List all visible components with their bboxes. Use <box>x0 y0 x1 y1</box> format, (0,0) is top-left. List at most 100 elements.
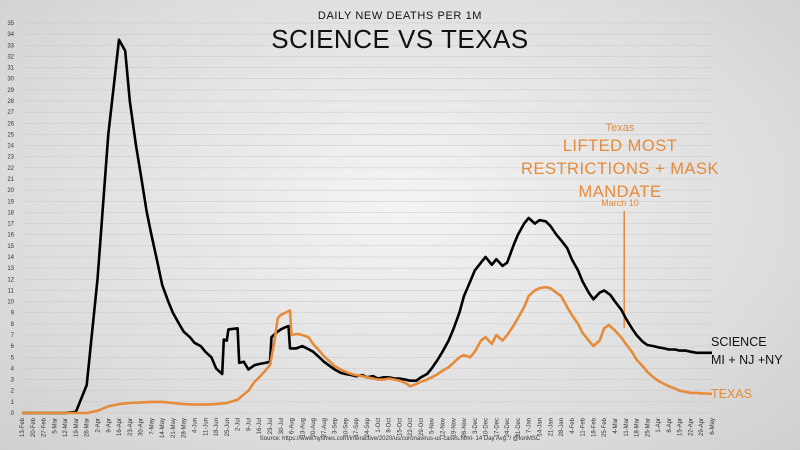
x-tick-label: 16-Apr <box>117 418 123 436</box>
y-tick-label: 32 <box>7 54 14 60</box>
legend-science-states: MI + NJ +NY <box>711 353 783 367</box>
x-tick-label: 9-Jul <box>246 418 252 431</box>
x-tick-label: 4-Mar <box>613 418 619 434</box>
y-tick-label: 35 <box>7 21 14 27</box>
series-lines <box>22 38 713 415</box>
annotation-line-2: RESTRICTIONS + MASK <box>521 160 719 178</box>
x-tick-label: 11-Jun <box>203 418 209 436</box>
x-tick-label: 27-Feb <box>42 417 48 437</box>
y-tick-label: 17 <box>7 222 14 228</box>
annotation-line-3: MANDATE <box>578 183 662 201</box>
annotation-state-label: Texas <box>605 122 635 134</box>
y-tick-label: 5 <box>11 355 15 361</box>
y-tick-label: 28 <box>7 99 14 105</box>
y-tick-label: 2 <box>11 389 15 395</box>
x-tick-label: 4-Jun <box>193 418 199 433</box>
legend-texas: TEXAS <box>711 387 752 401</box>
y-tick-label: 4 <box>11 366 15 372</box>
x-tick-label: 21-Jan <box>548 418 554 436</box>
x-tick-label: 13-Aug <box>300 418 306 437</box>
x-tick-label: 13-Feb <box>20 417 26 437</box>
x-tick-label: 14-Jan <box>538 418 544 436</box>
y-tick-label: 25 <box>7 132 14 138</box>
x-tick-label: 5-Mar <box>52 418 58 434</box>
y-tick-label: 13 <box>7 266 14 272</box>
x-tick-label: 16-Jul <box>257 418 263 434</box>
x-tick-label: 31-Dec <box>516 418 522 437</box>
y-tick-label: 16 <box>7 233 14 239</box>
x-tick-label: 21-May <box>171 418 177 438</box>
x-tick-label: 12-Nov <box>440 418 446 437</box>
x-tick-label: 23-Apr <box>128 418 134 436</box>
x-tick-label: 15-Oct <box>397 418 403 436</box>
x-tick-label: 30-Apr <box>139 418 145 436</box>
x-tick-label: 29-Oct <box>419 418 425 436</box>
y-tick-label: 8 <box>11 322 15 328</box>
annotation-date: March 10 <box>601 198 639 208</box>
x-tick-label: 22-Oct <box>408 418 414 436</box>
x-tick-label: 25-Feb <box>602 417 608 437</box>
x-tick-label: 18-Feb <box>591 417 597 437</box>
x-tick-label: 8-Oct <box>387 418 393 433</box>
x-tick-label: 12-Mar <box>63 418 69 437</box>
y-tick-label: 18 <box>7 210 14 216</box>
x-tick-label: 28-Jan <box>559 418 565 436</box>
y-axis-ticks: 0123456789101112131415161718192021222324… <box>7 21 14 417</box>
y-tick-label: 29 <box>7 88 14 94</box>
x-tick-label: 26-Mar <box>85 418 91 437</box>
x-tick-label: 29-Apr <box>699 418 705 436</box>
y-tick-label: 9 <box>11 311 15 317</box>
chart-title: SCIENCE VS TEXAS <box>271 24 529 54</box>
x-tick-label: 11-Mar <box>624 418 630 437</box>
x-axis-ticks: 13-Feb 20-Feb 27-Feb 5-Mar 12-Mar 19-Mar 26-Ma… <box>20 417 716 438</box>
y-tick-label: 3 <box>11 378 15 384</box>
x-tick-label: 19-Nov <box>451 418 457 437</box>
x-tick-label: 14-May <box>160 418 166 438</box>
y-tick-label: 10 <box>7 300 14 306</box>
y-tick-label: 31 <box>7 66 14 72</box>
y-tick-label: 6 <box>11 344 15 350</box>
x-tick-label: 24-Sep <box>365 417 371 437</box>
x-tick-label: 17-Sep <box>354 417 360 437</box>
x-tick-label: 2-Jul <box>236 418 242 431</box>
y-tick-label: 26 <box>7 121 14 127</box>
source-note: Source: https://www.nytimes.com/interact… <box>259 436 541 442</box>
y-tick-label: 12 <box>7 277 14 283</box>
x-tick-label: 18-Jun <box>214 418 220 436</box>
x-tick-label: 19-Mar <box>74 418 80 437</box>
x-tick-label: 1-Apr <box>656 418 662 433</box>
x-tick-label: 4-Feb <box>570 417 576 433</box>
x-tick-label: 6-May <box>710 418 716 435</box>
x-tick-label: 10-Sep <box>343 417 349 437</box>
x-tick-label: 8-Apr <box>667 418 673 433</box>
x-tick-label: 6-Aug <box>290 418 296 434</box>
x-tick-label: 3-Dec <box>473 418 479 434</box>
x-tick-label: 27-Aug <box>322 418 328 437</box>
x-tick-label: 5-Nov <box>430 418 436 434</box>
annotation-text: LIFTED MOST RESTRICTIONS + MASK MANDATE <box>520 135 720 204</box>
y-tick-label: 19 <box>7 199 14 205</box>
x-tick-label: 18-Mar <box>635 418 641 437</box>
x-tick-label: 2-Apr <box>95 418 101 433</box>
y-tick-label: 34 <box>7 32 14 38</box>
y-tick-label: 1 <box>11 400 15 406</box>
y-tick-label: 22 <box>7 166 14 172</box>
legend-science: SCIENCE <box>711 335 767 349</box>
y-tick-label: 27 <box>7 110 14 116</box>
series-line-texas <box>22 285 713 415</box>
y-tick-label: 20 <box>7 188 14 194</box>
y-tick-label: 21 <box>7 177 14 183</box>
x-tick-label: 25-Jun <box>225 418 231 436</box>
x-tick-label: 11-Feb <box>581 417 587 436</box>
y-tick-label: 23 <box>7 155 14 161</box>
y-tick-label: 15 <box>7 244 14 250</box>
x-tick-label: 7-Jan <box>527 418 533 433</box>
x-tick-label: 1-Oct <box>376 418 382 433</box>
y-tick-label: 14 <box>7 255 14 261</box>
x-tick-label: 28-May <box>182 418 188 438</box>
x-tick-label: 7-May <box>149 418 155 435</box>
x-tick-label: 10-Dec <box>484 418 490 437</box>
y-tick-label: 30 <box>7 77 14 83</box>
x-tick-label: 15-Apr <box>678 418 684 436</box>
x-tick-label: 20-Aug <box>311 418 317 437</box>
